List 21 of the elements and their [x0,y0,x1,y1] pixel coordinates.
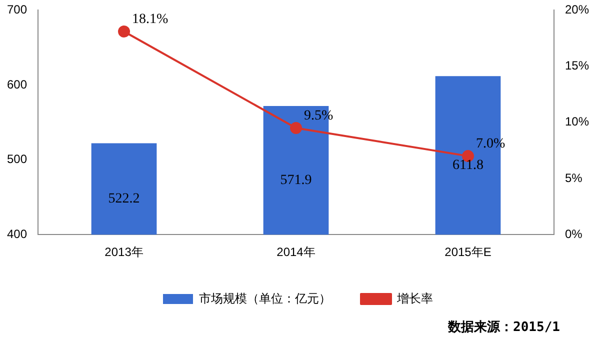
x-tick-label: 2015年E [444,245,492,260]
y-tick-label: 500 [6,152,28,166]
y2-tick-label: 20% [564,2,590,17]
point [290,122,302,134]
y2-tick-label: 15% [564,58,590,73]
legend-label: 市场规模（单位：亿元） [199,291,331,306]
data-label: 571.9 [280,172,312,188]
source-note: 数据来源：2015/1 [446,319,560,336]
y2-tick-label: 10% [564,114,590,129]
data-label: 522.2 [108,192,140,207]
data-label: 611.8 [452,158,484,174]
x-tick-label: 2014年 [276,245,316,260]
data-label: 18.1% [132,12,169,28]
point [118,26,130,38]
legend-label: 增长率 [396,291,433,306]
x-tick-label: 2013年 [104,245,144,260]
y-tick-label: 700 [6,2,28,17]
y-tick-label: 400 [6,226,28,241]
y-tick-label: 600 [6,77,28,92]
y2-tick-label: 5% [564,170,583,185]
y2-tick-label: 0% [564,226,583,241]
